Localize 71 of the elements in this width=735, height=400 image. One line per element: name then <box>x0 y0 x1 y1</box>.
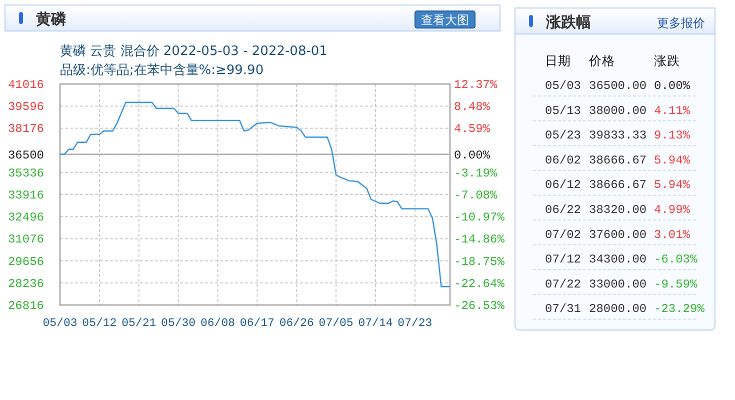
y2-tick-label: -7.08% <box>454 188 498 202</box>
category-label: 05/13 <box>545 104 582 118</box>
y-tick-label: 35336 <box>8 166 44 180</box>
line-series <box>59 102 451 288</box>
y-tick-label: 31076 <box>8 232 44 247</box>
x-tick-label: 05/30 <box>161 317 196 330</box>
x-tick-label: 05/12 <box>82 317 117 330</box>
y2-tick-label: 12.37% <box>454 78 498 92</box>
data-label: 38320.00 <box>589 203 647 217</box>
data-label: 28000.00 <box>589 302 647 316</box>
category-label: 06/22 <box>545 203 582 217</box>
y2-tick-label: -18.75% <box>454 254 506 269</box>
y-tick-label: 36500 <box>8 148 44 162</box>
category-label: 06/02 <box>545 153 582 168</box>
chart-subtitle: 黄磷 云贵 混合价 2022-05-03 - 2022-08-01 品级:优等品;在苯中含量%:≥99.90 <box>60 44 328 78</box>
data-label: 39833.33 <box>589 128 647 143</box>
data-label: 34300.00 <box>589 252 647 267</box>
text: 价格 <box>588 53 615 68</box>
category-label: 07/31 <box>545 302 582 316</box>
text: 查看大图 <box>421 13 469 27</box>
data-label: 38666.67 <box>589 153 647 168</box>
data-label: 38000.00 <box>589 104 647 118</box>
y-tick-label: 41016 <box>8 78 44 92</box>
y-tick-label: 26816 <box>8 299 44 313</box>
data-label: -23.29% <box>654 302 706 316</box>
data-label: 9.13% <box>654 128 691 143</box>
x-tick-label: 05/03 <box>42 317 78 330</box>
category-label: 07/12 <box>545 252 582 267</box>
y2-tick-label: 0.00% <box>454 148 491 162</box>
y2-tick-label: -26.53% <box>454 299 506 313</box>
y2-tick-label: -22.64% <box>454 276 506 291</box>
data-label: 4.99% <box>654 203 691 217</box>
category-label: 07/02 <box>545 228 582 242</box>
y-tick-label: 39596 <box>8 100 44 114</box>
x-tick-label: 07/23 <box>398 317 432 330</box>
data-label: 5.94% <box>654 178 691 192</box>
category-label: 07/22 <box>545 277 582 292</box>
data-label: 38666.67 <box>589 178 647 192</box>
y-tick-label: 28236 <box>8 276 44 291</box>
y2-tick-label: -14.86% <box>454 232 506 247</box>
x-tick-label: 07/05 <box>318 317 354 330</box>
y-tick-label: 32496 <box>8 210 44 225</box>
y-tick-label: 33916 <box>8 188 44 202</box>
data-label: 0.00% <box>654 79 691 93</box>
category-label: 06/12 <box>545 178 582 192</box>
y2-tick-label: 8.48% <box>454 100 491 114</box>
text: 日期 <box>545 53 571 68</box>
data-label: 36500.00 <box>589 79 647 93</box>
data-label: 5.94% <box>654 153 691 168</box>
data-label: -6.03% <box>654 252 698 267</box>
data-label: 4.11% <box>654 104 691 118</box>
data-label: 3.01% <box>654 228 691 242</box>
x-tick-label: 05/21 <box>122 317 156 330</box>
y2-tick-label: 4.59% <box>454 122 491 136</box>
chart-title: 黄磷 <box>35 10 67 28</box>
x-tick-label: 06/17 <box>240 317 274 330</box>
y2-tick-label: -3.19% <box>454 166 498 180</box>
x-tick-label: 06/08 <box>200 317 236 330</box>
data-label: 37600.00 <box>589 228 647 242</box>
text: 更多报价 <box>657 16 705 30</box>
text: 涨跌 <box>654 53 680 68</box>
data-label: -9.59% <box>654 277 698 292</box>
x-tick-label: 06/26 <box>279 317 314 330</box>
category-label: 05/23 <box>545 128 582 143</box>
data-label: 33000.00 <box>589 277 647 292</box>
text: 涨跌幅 <box>545 13 591 31</box>
y-tick-label: 29656 <box>8 254 44 269</box>
y-tick-label: 38176 <box>8 122 44 136</box>
y2-tick-label: -10.97% <box>454 210 506 225</box>
category-label: 05/03 <box>545 79 582 93</box>
x-tick-label: 07/14 <box>358 317 393 330</box>
